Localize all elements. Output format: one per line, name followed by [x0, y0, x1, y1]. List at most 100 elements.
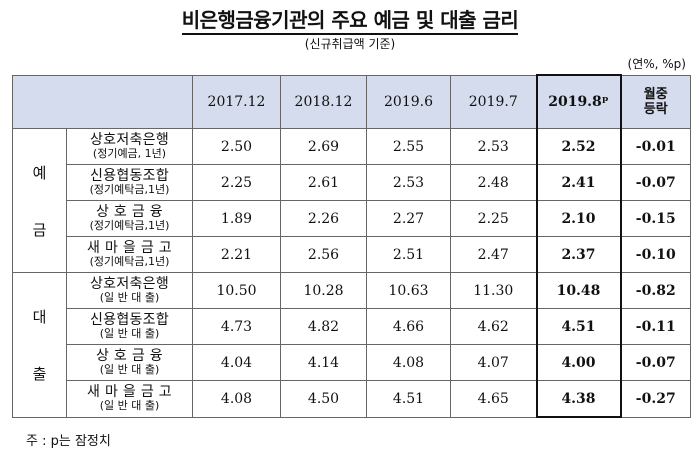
product-note: (일 반 대 출) [99, 362, 160, 376]
table-row: 대 출 상호저축은행 (일 반 대 출) 10.50 10.28 10.63 11.30 10.… [12, 272, 691, 418]
rate-cell: 11.30 [450, 272, 537, 309]
change-cell: -0.82 [620, 272, 691, 309]
table-row: 상 호 금 융 (일 반 대 출) 4.04 4.14 4.08 4.07 4.00 -0.0… [13, 344, 691, 381]
rate-cell: 2.56 [280, 236, 367, 273]
institution-cell: 신용협동조합 (일 반 대 출) [66, 308, 193, 345]
rate-cell: 2.51 [366, 236, 451, 273]
rate-cell-latest: 4.38 [535, 380, 622, 418]
product-note: (정기예금, 1년) [92, 146, 167, 160]
rate-cell: 2.21 [192, 236, 281, 273]
rate-cell: 4.50 [280, 380, 367, 418]
rate-cell: 2.55 [366, 128, 451, 165]
institution-name: 상호저축은행 [89, 275, 170, 292]
institution-name: 상 호 금 융 [96, 203, 163, 220]
product-note: (정기예탁금,1년) [89, 182, 170, 196]
institution-cell: 신용협동조합 (정기예탁금,1년) [66, 164, 193, 201]
institution-name: 상호저축은행 [89, 131, 170, 148]
rate-cell-latest: 2.37 [535, 236, 622, 273]
column-header: 2018.12 [280, 74, 367, 129]
rate-cell: 2.61 [280, 164, 367, 201]
rate-cell-latest: 10.48 [535, 272, 622, 309]
institution-cell: 새 마 을 금 고 (정기예탁금,1년) [66, 236, 193, 273]
table-title: 비은행금융기관의 주요 예금 및 대출 금리 [0, 4, 700, 35]
institution-name: 새 마 을 금 고 [87, 239, 172, 256]
rate-cell: 1.89 [192, 200, 281, 237]
change-cell: -0.27 [620, 380, 691, 418]
institution-cell: 상 호 금 융 (정기예탁금,1년) [66, 200, 193, 237]
institution-cell: 상호저축은행 (일 반 대 출) [66, 272, 193, 309]
change-cell: -0.07 [620, 164, 691, 201]
rate-cell: 4.82 [280, 308, 367, 345]
rate-cell: 2.69 [280, 128, 367, 165]
change-cell: -0.10 [620, 236, 691, 273]
table-body: 예 금 상호저축은행 (정기예금, 1년) 2.50 2.69 2.55 2.53 2.52 -0… [12, 128, 691, 418]
rate-cell: 4.08 [366, 344, 451, 381]
rate-cell: 4.04 [192, 344, 281, 381]
product-note: (정기예탁금,1년) [89, 254, 170, 268]
table-row: 상 호 금 융 (정기예탁금,1년) 1.89 2.26 2.27 2.25 2.10 -0.… [13, 200, 691, 237]
row-group-char: 대 [32, 307, 47, 326]
institution-cell: 상 호 금 융 (일 반 대 출) [66, 344, 193, 381]
table-row: 새 마 을 금 고 (일 반 대 출) 4.08 4.50 4.51 4.65 4.38 -0… [13, 380, 691, 418]
change-header-line: 월중 [643, 86, 668, 102]
row-group-char: 출 [32, 364, 47, 383]
table-subtitle: (신규취급액 기준) [304, 37, 396, 51]
rate-cell: 2.50 [192, 128, 281, 165]
rate-cell: 4.07 [450, 344, 537, 381]
change-cell: -0.01 [620, 128, 691, 165]
row-group-char: 예 [32, 163, 47, 182]
rate-cell: 2.25 [450, 200, 537, 237]
institution-name: 새 마 을 금 고 [87, 383, 172, 400]
product-note: (일 반 대 출) [99, 290, 160, 304]
column-header-monthly-change: 월중 등락 [620, 74, 691, 129]
change-cell: -0.11 [620, 308, 691, 345]
row-group-char: 금 [32, 220, 47, 239]
column-header: 2017.12 [192, 74, 281, 129]
rate-cell: 2.53 [450, 128, 537, 165]
footnote: 주 : p는 잠정치 [26, 434, 111, 449]
institution-name: 신용협동조합 [89, 311, 170, 328]
rate-cell: 10.50 [192, 272, 281, 309]
header-blank [12, 74, 193, 129]
rate-cell-latest: 4.51 [535, 308, 622, 345]
rate-cell: 2.47 [450, 236, 537, 273]
table-row: 새 마 을 금 고 (정기예탁금,1년) 2.21 2.56 2.51 2.47 2.37-… [13, 236, 691, 273]
rate-cell: 4.65 [450, 380, 537, 418]
rate-cell: 2.48 [450, 164, 537, 201]
rate-cell: 2.53 [366, 164, 451, 201]
unit-label: (연%, %p) [627, 57, 686, 71]
institution-cell: 상호저축은행 (정기예금, 1년) [66, 128, 193, 165]
interest-rate-table: 2017.12 2018.12 2019.6 2019.7 2019.8ᵖ 월중… [12, 74, 691, 418]
table-row: 예 금 상호저축은행 (정기예금, 1년) 2.50 2.69 2.55 2.53 2.52 -0… [12, 128, 691, 273]
product-note: (정기예탁금,1년) [89, 218, 170, 232]
rate-cell: 4.08 [192, 380, 281, 418]
rate-cell: 4.66 [366, 308, 451, 345]
column-header-latest: 2019.8ᵖ [535, 74, 622, 129]
rate-cell: 2.25 [192, 164, 281, 201]
column-header: 2019.7 [450, 74, 537, 129]
rate-cell: 10.63 [366, 272, 451, 309]
product-note: (일 반 대 출) [99, 398, 160, 412]
rate-cell: 4.73 [192, 308, 281, 345]
rate-cell: 4.14 [280, 344, 367, 381]
rate-cell: 2.26 [280, 200, 367, 237]
header-row: 2017.12 2018.12 2019.6 2019.7 2019.8ᵖ 월중… [12, 74, 691, 129]
institution-name: 신용협동조합 [89, 167, 170, 184]
rate-cell: 10.28 [280, 272, 367, 309]
rate-cell: 4.62 [450, 308, 537, 345]
institution-cell: 새 마 을 금 고 (일 반 대 출) [66, 380, 193, 418]
rate-cell-latest: 2.10 [535, 200, 622, 237]
product-note: (일 반 대 출) [99, 326, 160, 340]
change-cell: -0.15 [620, 200, 691, 237]
rate-cell-latest: 2.41 [535, 164, 622, 201]
change-cell: -0.07 [620, 344, 691, 381]
institution-name: 상 호 금 융 [96, 347, 163, 364]
table-row: 신용협동조합 (정기예탁금,1년) 2.25 2.61 2.53 2.48 2.41 -0.0… [13, 164, 691, 201]
table-row: 신용협동조합 (일 반 대 출) 4.73 4.82 4.66 4.62 4.51 -0.11 [13, 308, 691, 345]
rate-cell-latest: 4.00 [535, 344, 622, 381]
rate-cell: 2.27 [366, 200, 451, 237]
rate-cell: 4.51 [366, 380, 451, 418]
change-header-line: 등락 [643, 101, 668, 117]
